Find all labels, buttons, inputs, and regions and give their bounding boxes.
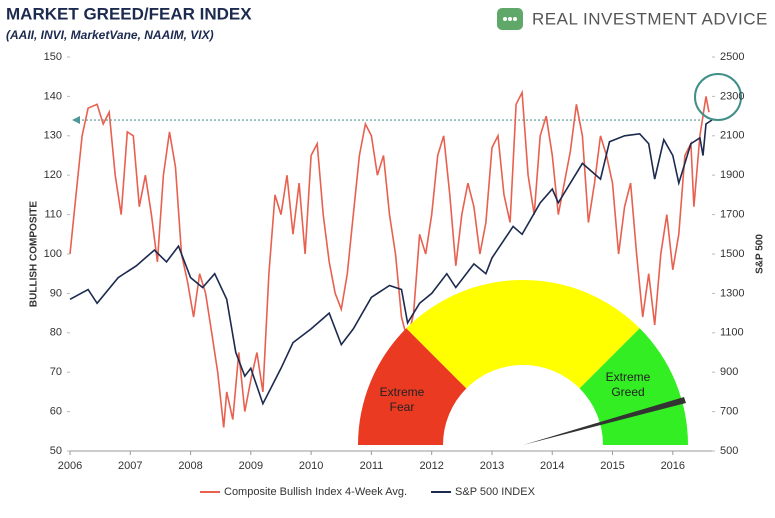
x-tick-label: 2016 [661,460,685,472]
y2-tick-label: 1900 [720,169,744,181]
logo-dot [513,17,517,21]
logo-dot [503,17,507,21]
x-tick-label: 2011 [360,460,384,472]
y-tick-label: 90 [50,287,62,299]
chart-title: MARKET GREED/FEAR INDEX [6,4,252,23]
legend-label: S&P 500 INDEX [455,486,536,498]
series-line [69,89,710,428]
chart-subtitle: (AAII, INVI, MarketVane, NAAIM, VIX) [6,28,214,42]
y-axis-title: BULLISH COMPOSITE [29,201,40,307]
y-tick-label: 120 [44,169,62,181]
y-tick-label: 50 [50,445,62,457]
y-tick-label: 110 [44,209,62,221]
x-tick-label: 2012 [419,460,443,472]
y-tick-label: 130 [44,130,62,142]
y-tick-label: 140 [44,90,62,102]
x-tick-label: 2006 [58,460,82,472]
gauge-needle [523,397,686,445]
series-line [69,119,713,406]
series-layer [69,89,713,452]
reference-arrow [72,116,80,125]
legend-label: Composite Bullish Index 4-Week Avg. [224,486,407,498]
y2-tick-label: 700 [720,406,738,418]
x-tick-label: 2013 [480,460,504,472]
y2-tick-label: 2300 [720,90,744,102]
gauge-fear [358,328,467,445]
gauge-neutral [406,279,640,389]
gauge [358,279,688,445]
x-tick-label: 2010 [299,460,323,472]
x-tick-label: 2007 [118,460,142,472]
gauge-greed [579,328,688,445]
x-tick-label: 2009 [239,460,263,472]
y-tick-label: 80 [50,327,62,339]
y-tick-label: 150 [44,51,62,63]
y2-tick-label: 1700 [720,209,744,221]
y2-tick-label: 900 [720,366,738,378]
gauge-label: Extreme Greed [605,370,651,399]
logo-dot [508,17,512,21]
y-tick-label: 70 [50,366,62,378]
y2-tick-label: 1300 [720,287,744,299]
x-tick-label: 2008 [178,460,202,472]
y2-tick-label: 2500 [720,51,744,63]
x-tick-label: 2015 [600,460,624,472]
brand: REAL INVESTMENT ADVICE [532,9,768,28]
y-tick-label: 60 [50,406,62,418]
y2-tick-label: 500 [720,445,738,457]
gauge-label: Extreme Fear [379,385,425,414]
highlight-circle [694,73,742,121]
y2-tick-label: 1500 [720,248,744,260]
x-tick-label: 2014 [540,460,564,472]
y2-tick-label: 1100 [720,327,744,339]
y2-tick-label: 2100 [720,130,744,142]
y2-axis-title: S&P 500 [755,234,766,274]
y-tick-label: 100 [44,248,62,260]
